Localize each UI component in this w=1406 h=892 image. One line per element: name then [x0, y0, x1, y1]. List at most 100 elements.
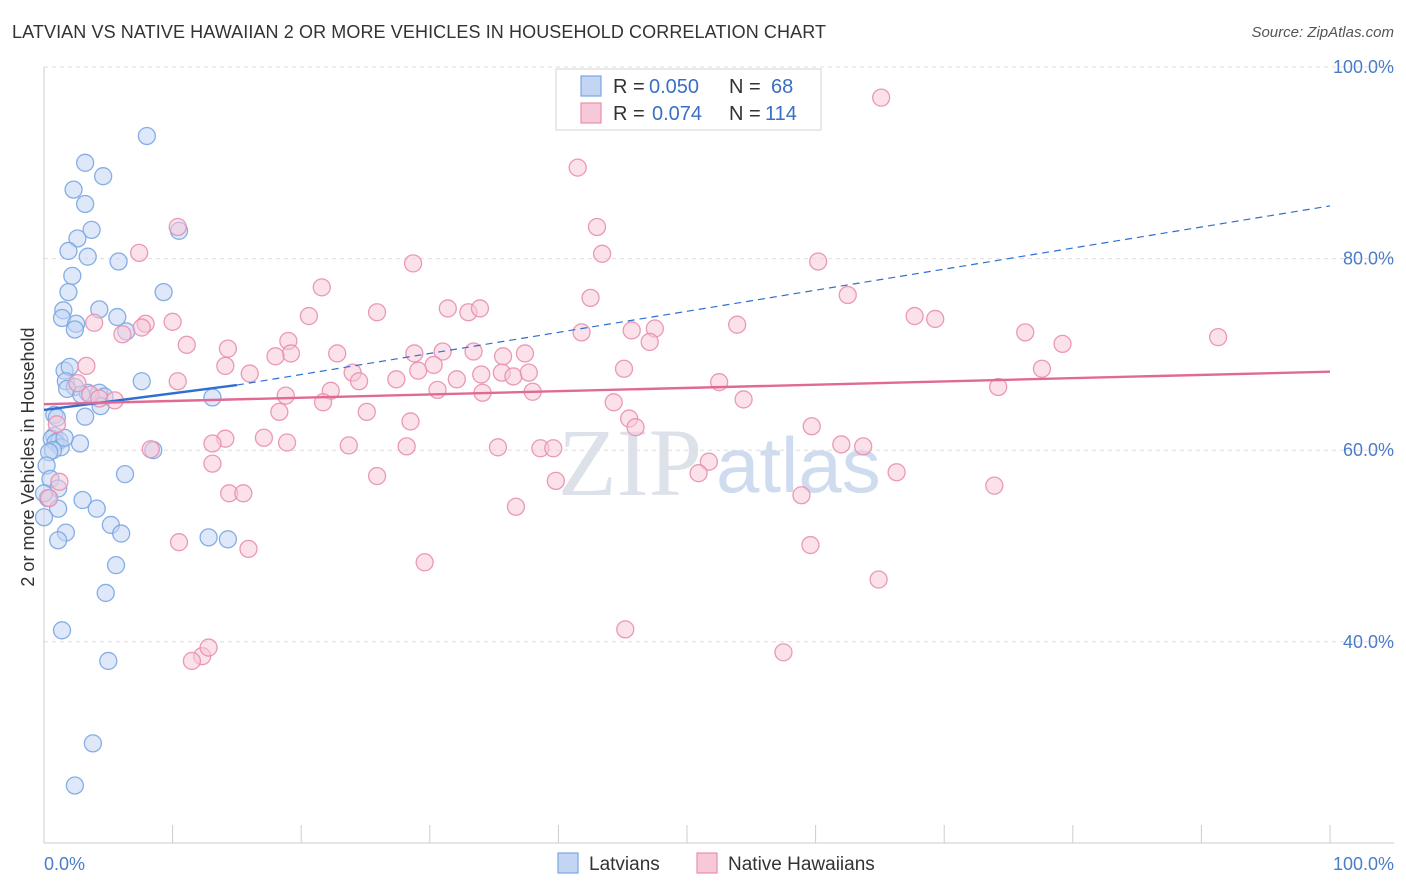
- point-native-hawaiians-15: [299, 306, 319, 326]
- point-native-hawaiians-72: [270, 402, 289, 422]
- point-latvians-3: [64, 180, 83, 199]
- correlation-legend: R = 0.050 N = 68 R = 0.074 N = 114: [555, 68, 822, 131]
- point-native-hawaiians-40: [515, 344, 535, 363]
- legend-n-label-2: N =: [729, 103, 761, 125]
- point-native-hawaiians-32: [1208, 328, 1228, 347]
- point-native-hawaiians-107: [415, 553, 434, 572]
- point-native-hawaiians-109: [616, 620, 635, 639]
- point-native-hawaiians-92: [699, 452, 719, 471]
- gridlines: [44, 66, 1394, 643]
- series-legend-label-native-hawaiians: Native Hawaiians: [728, 854, 875, 875]
- point-native-hawaiians-53: [614, 359, 634, 378]
- point-native-hawaiians-85: [488, 438, 508, 457]
- point-native-hawaiians-43: [266, 347, 285, 366]
- point-latvians-57: [199, 528, 218, 547]
- point-native-hawaiians-89: [854, 437, 873, 456]
- point-native-hawaiians-18: [163, 312, 182, 331]
- point-latvians-59: [48, 531, 68, 550]
- point-native-hawaiians-0: [872, 88, 891, 107]
- point-native-hawaiians-4: [592, 244, 612, 263]
- point-latvians-31: [203, 388, 222, 407]
- series-legend-label-latvians: Latvians: [589, 854, 660, 875]
- chart-title: LATVIAN VS NATIVE HAWAIIAN 2 OR MORE VEH…: [12, 22, 827, 42]
- point-native-hawaiians-71: [989, 377, 1008, 397]
- x-tick-label-0: 0.0%: [44, 854, 85, 874]
- point-native-hawaiians-81: [277, 433, 297, 452]
- point-native-hawaiians-106: [801, 535, 820, 555]
- point-latvians-9: [78, 247, 97, 266]
- point-native-hawaiians-5: [130, 243, 149, 263]
- point-latvians-6: [82, 220, 101, 240]
- point-native-hawaiians-91: [203, 454, 222, 473]
- y-tick-label-60: 60.0%: [1343, 440, 1394, 460]
- watermark: ZIP atlas: [558, 409, 881, 516]
- legend-swatch-latvians: [580, 75, 602, 97]
- point-native-hawaiians-11: [367, 303, 387, 322]
- point-native-hawaiians-27: [132, 318, 151, 337]
- legend-swatch-native-hawaiians: [580, 102, 602, 124]
- point-native-hawaiians-93: [367, 466, 387, 486]
- point-latvians-10: [109, 252, 128, 271]
- point-native-hawaiians-10: [838, 285, 857, 305]
- point-latvians-7: [68, 229, 87, 248]
- point-latvians-40: [70, 434, 90, 453]
- point-native-hawaiians-77: [802, 417, 821, 436]
- point-native-hawaiians-50: [504, 367, 523, 386]
- point-native-hawaiians-57: [168, 372, 187, 391]
- trendline-latvians: [43, 383, 238, 412]
- point-native-hawaiians-66: [276, 386, 295, 405]
- point-native-hawaiians-26: [218, 339, 238, 358]
- point-native-hawaiians-56: [68, 373, 87, 393]
- legend-n-value-2: 114: [765, 103, 797, 125]
- point-latvians-19: [65, 320, 85, 339]
- point-native-hawaiians-8: [312, 278, 331, 297]
- point-native-hawaiians-36: [405, 344, 424, 363]
- y-tick-label-40: 40.0%: [1343, 632, 1394, 652]
- point-native-hawaiians-16: [905, 306, 924, 326]
- point-latvians-17: [108, 307, 127, 327]
- point-latvians-63: [99, 651, 118, 671]
- point-native-hawaiians-84: [397, 437, 416, 456]
- trendline-native-hawaiians: [43, 370, 1331, 406]
- point-native-hawaiians-80: [254, 428, 274, 447]
- point-latvians-50: [73, 490, 92, 510]
- point-native-hawaiians-97: [50, 472, 69, 491]
- series-legend-swatch-native-hawaiians: [696, 852, 718, 874]
- legend-r-value-1: 0.050: [649, 76, 699, 98]
- point-native-hawaiians-59: [349, 372, 369, 391]
- point-native-hawaiians-42: [216, 356, 235, 376]
- point-native-hawaiians-88: [832, 435, 851, 454]
- point-native-hawaiians-90: [141, 440, 160, 459]
- legend-r-value-2: 0.074: [652, 103, 702, 125]
- point-native-hawaiians-103: [506, 497, 526, 516]
- point-native-hawaiians-25: [572, 323, 591, 342]
- point-native-hawaiians-94: [546, 471, 565, 491]
- point-native-hawaiians-83: [339, 436, 358, 455]
- point-latvians-33: [76, 407, 95, 426]
- point-latvians-60: [106, 556, 126, 575]
- point-native-hawaiians-105: [239, 539, 258, 559]
- point-native-hawaiians-23: [622, 321, 641, 340]
- series-legend-swatch-latvians: [557, 852, 579, 874]
- point-native-hawaiians-102: [39, 488, 59, 508]
- point-latvians-12: [59, 282, 78, 302]
- legend-n-value-1: 68: [771, 76, 793, 98]
- point-native-hawaiians-17: [926, 309, 945, 329]
- point-native-hawaiians-60: [387, 370, 406, 389]
- point-native-hawaiians-38: [464, 342, 483, 361]
- point-native-hawaiians-61: [428, 380, 447, 399]
- point-native-hawaiians-110: [774, 643, 793, 662]
- point-native-hawaiians-21: [728, 315, 747, 334]
- point-latvians-2: [94, 167, 113, 186]
- point-native-hawaiians-82: [203, 434, 222, 453]
- data-points: [34, 88, 1228, 795]
- legend-n-label-1: N =: [729, 76, 761, 98]
- point-latvians-21: [132, 372, 151, 391]
- point-native-hawaiians-76: [626, 418, 645, 437]
- point-native-hawaiians-7: [403, 254, 423, 273]
- point-latvians-52: [87, 499, 106, 518]
- legend-r-label-2: R =: [613, 103, 645, 125]
- point-native-hawaiians-70: [604, 393, 623, 412]
- point-native-hawaiians-48: [472, 365, 491, 384]
